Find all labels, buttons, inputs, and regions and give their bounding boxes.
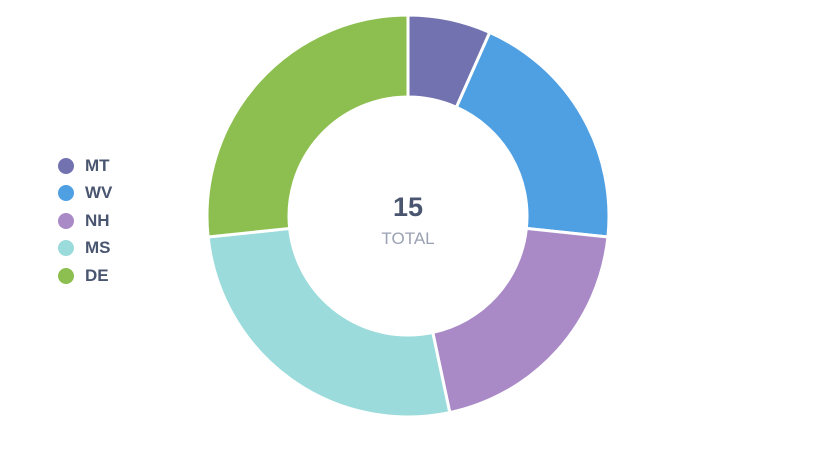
slice-de[interactable] (205, 13, 410, 239)
legend-item-de[interactable]: DE (58, 262, 112, 290)
legend-item-wv[interactable]: WV (58, 180, 112, 208)
legend-swatch-mt (58, 157, 74, 174)
slice-nh[interactable] (430, 226, 610, 415)
legend-label-ms: MS (85, 238, 111, 258)
legend-label-wv: WV (85, 183, 113, 203)
legend-label-nh: NH (85, 210, 110, 230)
legend-swatch-nh (58, 212, 74, 229)
legend-swatch-wv (58, 185, 74, 202)
donut-slices (205, 13, 611, 419)
total-label: TOTAL (381, 229, 434, 248)
legend-swatch-de (58, 267, 74, 284)
legend-item-ms[interactable]: MS (58, 235, 112, 263)
slice-wv[interactable] (454, 30, 611, 239)
legend-label-de: DE (85, 265, 109, 285)
chart-legend: MT WV NH MS DE (58, 152, 112, 290)
slice-ms[interactable] (206, 226, 452, 419)
legend-item-nh[interactable]: NH (58, 207, 112, 235)
legend-label-mt: MT (85, 155, 110, 175)
total-value: 15 (393, 192, 423, 222)
legend-item-mt[interactable]: MT (58, 152, 112, 180)
legend-swatch-ms (58, 240, 74, 257)
